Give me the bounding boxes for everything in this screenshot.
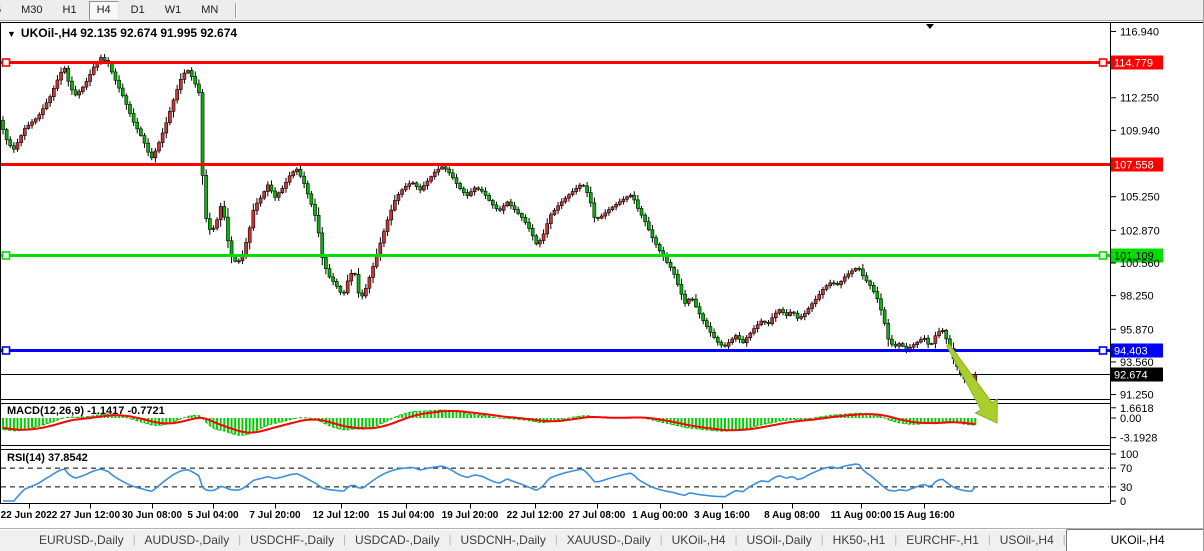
tab-XAUUSD-Daily[interactable]: XAUUSD-,Daily bbox=[566, 533, 651, 547]
macd-indicator bbox=[2, 409, 977, 436]
svg-text:109.940: 109.940 bbox=[1120, 125, 1160, 137]
tab-separator: | bbox=[448, 534, 452, 546]
ohlc-title-text: UKOil-,H4 92.135 92.674 91.995 92.674 bbox=[20, 26, 238, 40]
svg-text:19 Jul 20:00: 19 Jul 20:00 bbox=[442, 510, 499, 521]
toolbar-separator bbox=[235, 2, 238, 18]
svg-text:100.560: 100.560 bbox=[1120, 258, 1160, 270]
svg-text:112.250: 112.250 bbox=[1120, 93, 1159, 105]
svg-text:114.779: 114.779 bbox=[1114, 58, 1153, 70]
horizontal-level-line-114.779[interactable]: 114.779 bbox=[1, 55, 1163, 70]
svg-text:98.250: 98.250 bbox=[1120, 291, 1154, 303]
svg-text:15 Jul 04:00: 15 Jul 04:00 bbox=[378, 510, 435, 521]
timeframe-button-H4[interactable]: H4 bbox=[88, 0, 119, 20]
svg-text:30 Jun 08:00: 30 Jun 08:00 bbox=[122, 510, 182, 521]
svg-text:27 Jun 12:00: 27 Jun 12:00 bbox=[60, 510, 120, 521]
panel-borders bbox=[0, 22, 1203, 504]
svg-text:95.870: 95.870 bbox=[1120, 324, 1154, 336]
tab-EURUSD-Daily[interactable]: EURUSD-,Daily bbox=[39, 533, 124, 547]
svg-text:22 Jul 12:00: 22 Jul 12:00 bbox=[507, 510, 564, 521]
chart-area[interactable]: 114.779 107.558 101.109 94.403 92.674 116.940… bbox=[0, 21, 1204, 528]
tab-USDCNH-Daily[interactable]: USDCNH-,Daily bbox=[460, 533, 546, 547]
macd-indicator-label: MACD(12,26,9) -1.1417 -0.7721 bbox=[7, 405, 165, 417]
tab-USDCHF-Daily[interactable]: USDCHF-,Daily bbox=[250, 533, 335, 547]
chart-canvas[interactable]: 114.779107.558101.10994.40392.674116.940… bbox=[0, 21, 1204, 528]
tab-USDCAD-Daily[interactable]: USDCAD-,Daily bbox=[354, 533, 440, 547]
svg-text:93.560: 93.560 bbox=[1120, 357, 1154, 369]
tab-EURCHF-H1[interactable]: EURCHF-,H1 bbox=[906, 533, 979, 547]
svg-text:11 Aug 00:00: 11 Aug 00:00 bbox=[831, 510, 892, 521]
tab-separator: | bbox=[894, 534, 898, 546]
tab-UKOil-H4-active[interactable]: UKOil-,H4 bbox=[1065, 529, 1203, 551]
tab-separator: | bbox=[734, 534, 738, 546]
tab-HK50-H1[interactable]: HK50-,H1 bbox=[832, 533, 886, 547]
tab-separator: | bbox=[820, 534, 824, 546]
svg-text:-3.1928: -3.1928 bbox=[1120, 433, 1157, 445]
timeframe-button-M30[interactable]: M30 bbox=[21, 3, 43, 16]
rsi-indicator bbox=[1, 463, 1109, 502]
timeframe-button-W1[interactable]: W1 bbox=[164, 3, 182, 16]
tab-USOil-Daily[interactable]: USOil-,Daily bbox=[746, 533, 812, 547]
horizontal-level-line-94.403[interactable]: 94.403 bbox=[1, 343, 1163, 358]
horizontal-level-line-101.109[interactable]: 101.109 bbox=[1, 248, 1163, 263]
tab-separator: | bbox=[554, 534, 558, 546]
price-axis: 116.940 112.250 109.940 105.250 102.870 100.5… bbox=[1110, 26, 1160, 508]
svg-text:5 Jul 04:00: 5 Jul 04:00 bbox=[187, 510, 239, 521]
tab-USOil-H4[interactable]: USOil-,H4 bbox=[999, 533, 1054, 547]
tab-separator: | bbox=[987, 534, 991, 546]
svg-text:3 Aug 16:00: 3 Aug 16:00 bbox=[694, 510, 750, 521]
svg-text:30: 30 bbox=[1120, 482, 1132, 494]
symbol-tab-bar: EURUSD-,Daily | AUDUSD-,Daily | USDCHF-,Dail… bbox=[0, 528, 1203, 551]
down-arrow-annotation[interactable] bbox=[946, 343, 998, 424]
svg-text:1 Aug 00:00: 1 Aug 00:00 bbox=[632, 510, 688, 521]
timeframe-button-MN[interactable]: MN bbox=[201, 3, 219, 16]
svg-text:1.6618: 1.6618 bbox=[1120, 403, 1154, 415]
svg-text:7 Jul 20:00: 7 Jul 20:00 bbox=[249, 510, 301, 521]
svg-text:0.00: 0.00 bbox=[1120, 413, 1141, 425]
svg-text:70: 70 bbox=[1120, 463, 1132, 475]
tab-separator: | bbox=[238, 534, 242, 546]
horizontal-level-line-92.674[interactable]: 92.674 bbox=[0, 367, 1163, 382]
svg-text:15 Aug 16:00: 15 Aug 16:00 bbox=[893, 510, 955, 521]
tab-separator: | bbox=[1062, 534, 1066, 546]
svg-text:12 Jul 12:00: 12 Jul 12:00 bbox=[313, 510, 370, 521]
chart-ohlc-title: ▼ UKOil-,H4 92.135 92.674 91.995 92.674 bbox=[7, 26, 237, 40]
svg-text:100: 100 bbox=[1120, 449, 1138, 461]
ohlc-dropdown-arrow[interactable]: ▼ bbox=[7, 29, 16, 39]
tab-separator: | bbox=[659, 534, 663, 546]
horizontal-level-line-107.558[interactable]: 107.558 bbox=[1, 157, 1163, 172]
svg-text:8 Aug 08:00: 8 Aug 08:00 bbox=[764, 510, 820, 521]
timeframe-button-5[interactable]: 5 bbox=[0, 1, 9, 20]
svg-text:27 Jul 08:00: 27 Jul 08:00 bbox=[569, 510, 626, 521]
svg-text:102.870: 102.870 bbox=[1120, 225, 1160, 237]
svg-text:116.940: 116.940 bbox=[1120, 26, 1159, 38]
tab-separator: | bbox=[343, 534, 346, 546]
tab-AUDUSD-Daily[interactable]: AUDUSD-,Daily bbox=[144, 533, 230, 547]
svg-text:91.250: 91.250 bbox=[1120, 390, 1154, 402]
tab-UKOil-H4[interactable]: UKOil-,H4 bbox=[671, 533, 726, 547]
svg-text:92.674: 92.674 bbox=[1114, 370, 1148, 382]
svg-text:22 Jun 2022: 22 Jun 2022 bbox=[1, 510, 58, 521]
svg-text:105.250: 105.250 bbox=[1120, 192, 1160, 204]
svg-text:101.109: 101.109 bbox=[1114, 251, 1154, 263]
svg-text:94.403: 94.403 bbox=[1114, 346, 1148, 358]
rsi-indicator-label: RSI(14) 37.8542 bbox=[7, 452, 88, 464]
time-axis: 22 Jun 2022 27 Jun 12:00 30 Jun 08:00 5 Jul… bbox=[1, 503, 955, 521]
svg-text:107.558: 107.558 bbox=[1114, 160, 1154, 172]
chart-shift-marker bbox=[926, 24, 934, 29]
timeframe-toolbar: 5 M30 H1 H4 D1 W1 MN bbox=[0, 0, 1203, 21]
timeframe-button-D1[interactable]: D1 bbox=[130, 3, 145, 16]
tab-separator: | bbox=[132, 534, 136, 546]
svg-text:0: 0 bbox=[1120, 496, 1126, 508]
timeframe-button-H1[interactable]: H1 bbox=[62, 3, 77, 16]
